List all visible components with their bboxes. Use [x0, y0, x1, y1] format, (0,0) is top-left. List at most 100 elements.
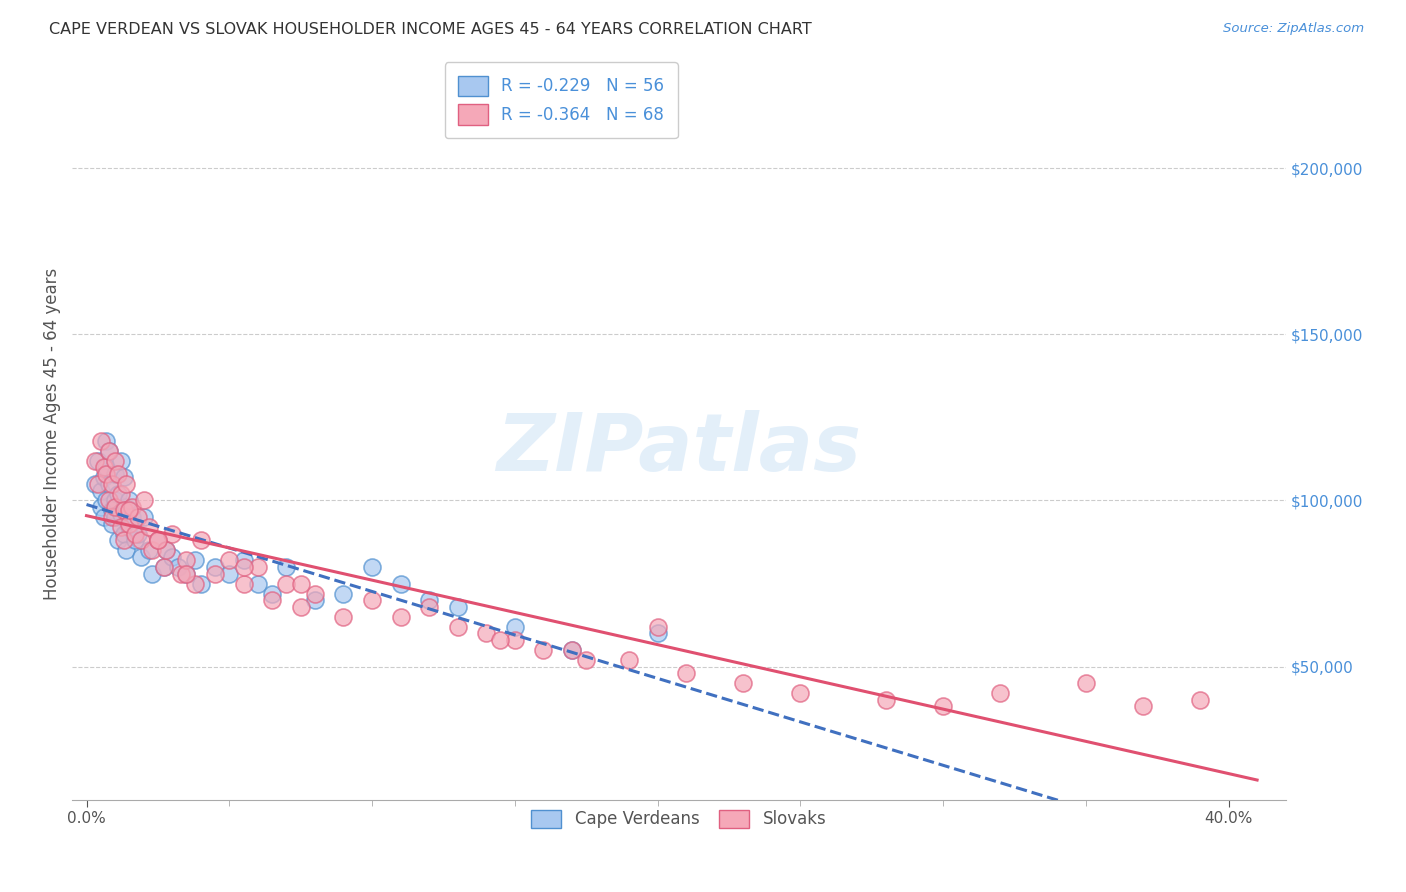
Point	[146, 533, 169, 548]
Point	[101, 503, 124, 517]
Point	[290, 576, 312, 591]
Point	[232, 560, 254, 574]
Point	[132, 493, 155, 508]
Point	[141, 543, 163, 558]
Point	[447, 599, 470, 614]
Point	[127, 526, 149, 541]
Point	[107, 533, 129, 548]
Point	[110, 520, 132, 534]
Point	[101, 510, 124, 524]
Point	[118, 503, 141, 517]
Point	[110, 453, 132, 467]
Point	[118, 520, 141, 534]
Point	[988, 686, 1011, 700]
Legend: Cape Verdeans, Slovaks: Cape Verdeans, Slovaks	[524, 803, 834, 835]
Point	[110, 487, 132, 501]
Point	[575, 653, 598, 667]
Point	[104, 453, 127, 467]
Point	[112, 533, 135, 548]
Point	[617, 653, 640, 667]
Point	[93, 460, 115, 475]
Point	[152, 560, 174, 574]
Point	[1074, 676, 1097, 690]
Point	[132, 510, 155, 524]
Point	[218, 553, 240, 567]
Point	[87, 476, 110, 491]
Point	[141, 566, 163, 581]
Point	[155, 543, 177, 558]
Point	[160, 549, 183, 564]
Point	[176, 553, 198, 567]
Point	[107, 487, 129, 501]
Point	[98, 443, 121, 458]
Point	[232, 576, 254, 591]
Point	[127, 510, 149, 524]
Point	[246, 576, 269, 591]
Text: ZIPatlas: ZIPatlas	[496, 409, 862, 488]
Point	[112, 526, 135, 541]
Text: Source: ZipAtlas.com: Source: ZipAtlas.com	[1223, 22, 1364, 36]
Point	[1132, 699, 1154, 714]
Point	[112, 470, 135, 484]
Point	[332, 586, 354, 600]
Point	[146, 533, 169, 548]
Point	[115, 543, 138, 558]
Point	[332, 609, 354, 624]
Point	[262, 593, 284, 607]
Point	[475, 626, 498, 640]
Point	[647, 626, 669, 640]
Point	[531, 643, 554, 657]
Point	[262, 586, 284, 600]
Point	[361, 593, 384, 607]
Y-axis label: Householder Income Ages 45 - 64 years: Householder Income Ages 45 - 64 years	[44, 268, 60, 600]
Point	[190, 576, 212, 591]
Point	[503, 633, 526, 648]
Point	[118, 516, 141, 531]
Point	[93, 510, 115, 524]
Point	[101, 516, 124, 531]
Point	[184, 553, 207, 567]
Point	[389, 576, 412, 591]
Point	[489, 633, 512, 648]
Point	[87, 453, 110, 467]
Point	[155, 543, 177, 558]
Point	[84, 476, 107, 491]
Point	[146, 533, 169, 548]
Point	[90, 434, 112, 448]
Text: CAPE VERDEAN VS SLOVAK HOUSEHOLDER INCOME AGES 45 - 64 YEARS CORRELATION CHART: CAPE VERDEAN VS SLOVAK HOUSEHOLDER INCOM…	[49, 22, 811, 37]
Point	[290, 599, 312, 614]
Point	[93, 470, 115, 484]
Point	[733, 676, 755, 690]
Point	[104, 493, 127, 508]
Point	[124, 526, 146, 541]
Point	[218, 566, 240, 581]
Point	[204, 560, 226, 574]
Point	[129, 549, 152, 564]
Point	[304, 586, 326, 600]
Point	[104, 467, 127, 481]
Point	[98, 493, 121, 508]
Point	[115, 476, 138, 491]
Point	[84, 453, 107, 467]
Point	[115, 500, 138, 515]
Point	[361, 560, 384, 574]
Point	[167, 560, 190, 574]
Point	[447, 620, 470, 634]
Point	[121, 500, 143, 515]
Point	[418, 599, 440, 614]
Point	[503, 620, 526, 634]
Point	[98, 476, 121, 491]
Point	[304, 593, 326, 607]
Point	[932, 699, 955, 714]
Point	[104, 500, 127, 515]
Point	[101, 476, 124, 491]
Point	[90, 483, 112, 498]
Point	[176, 566, 198, 581]
Point	[389, 609, 412, 624]
Point	[90, 500, 112, 515]
Point	[107, 467, 129, 481]
Point	[98, 443, 121, 458]
Point	[675, 666, 697, 681]
Point	[129, 533, 152, 548]
Point	[121, 510, 143, 524]
